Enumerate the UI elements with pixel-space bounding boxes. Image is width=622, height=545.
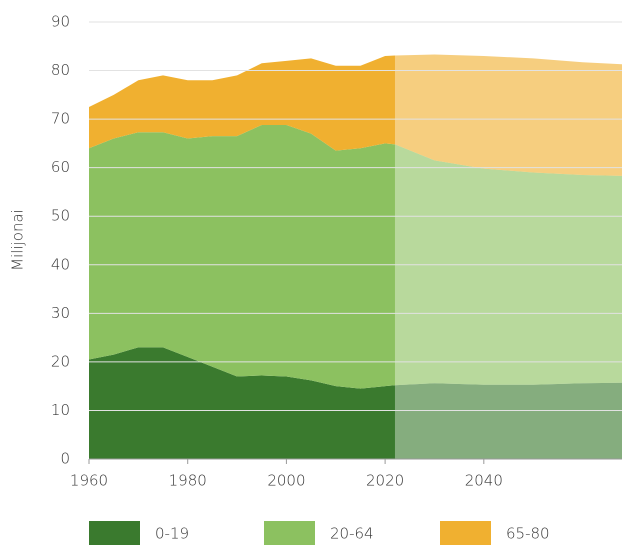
legend-label: 20-64	[330, 525, 374, 543]
area	[89, 124, 395, 389]
y-tick-label: 10	[51, 401, 70, 419]
area	[89, 55, 395, 151]
legend-label: 65-80	[506, 525, 550, 543]
legend-swatch	[440, 521, 491, 545]
y-axis-label: Milijonai	[9, 209, 27, 271]
y-tick-label: 40	[51, 255, 70, 273]
y-tick-label: 80	[51, 61, 70, 79]
y-tick-label: 50	[51, 207, 70, 225]
x-tick-label: 2000	[267, 472, 305, 490]
y-tick-label: 70	[51, 110, 70, 128]
x-tick-label: 1960	[70, 472, 108, 490]
x-tick-label: 1980	[169, 472, 207, 490]
x-tick-label: 2020	[366, 472, 404, 490]
y-tick-label: 30	[51, 304, 70, 322]
x-tick-label: 2040	[465, 472, 503, 490]
legend-swatch	[264, 521, 315, 545]
area	[89, 347, 395, 459]
y-tick-label: 60	[51, 158, 70, 176]
y-tick-label: 0	[60, 450, 70, 468]
legend-swatch	[89, 521, 140, 545]
y-tick-label: 90	[51, 13, 70, 31]
y-tick-label: 20	[51, 352, 70, 370]
legend-label: 0-19	[155, 525, 189, 543]
area	[394, 54, 622, 176]
area	[394, 382, 622, 459]
